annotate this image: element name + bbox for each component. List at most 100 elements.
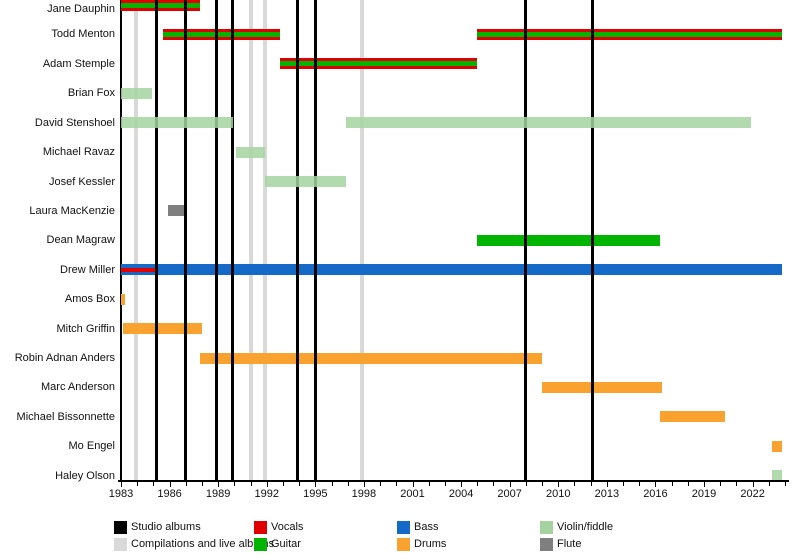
axis-tick <box>250 482 252 486</box>
legend-label: Compilations and live albums <box>131 537 275 550</box>
legend-label: Violin/fiddle <box>557 521 614 533</box>
legend-swatch-studio <box>114 521 127 534</box>
member-bar <box>279 58 478 70</box>
axis-tick <box>380 482 382 486</box>
bar-stripe-guitar <box>121 2 201 8</box>
axis-tick <box>477 482 479 486</box>
y-axis-line <box>120 0 122 480</box>
axis-tick <box>623 482 625 486</box>
axis-tick <box>785 482 786 486</box>
axis-tick <box>542 482 544 486</box>
legend-label: Vocals <box>271 521 304 533</box>
legend-label: Studio albums <box>131 521 201 533</box>
bar-stripe-guitar <box>163 31 280 37</box>
bar-stripe-vocals <box>477 28 782 32</box>
member-bar <box>121 293 126 305</box>
x-axis-line <box>118 480 789 482</box>
axis-tick <box>768 482 770 486</box>
member-label: Drew Miller <box>60 263 115 276</box>
member-bar <box>477 28 782 40</box>
legend-swatch-compilations <box>114 537 127 551</box>
axis-tick <box>606 482 608 487</box>
member-bar <box>121 117 233 129</box>
bar-stripe-vocals <box>163 28 280 32</box>
studio-album-line <box>155 0 159 480</box>
member-bar <box>477 234 661 246</box>
bar-stripe-guitar <box>279 61 478 67</box>
axis-tick <box>282 482 284 486</box>
axis-tick <box>558 482 560 487</box>
member-label: Michael Bissonnette <box>16 410 115 423</box>
axis-tick <box>153 482 155 486</box>
member-label: Todd Menton <box>51 28 115 41</box>
compilation-line <box>133 0 138 480</box>
member-label: Michael Ravaz <box>42 146 115 159</box>
axis-year-label: 1995 <box>303 488 328 500</box>
member-label: Josef Kessler <box>48 175 115 188</box>
axis-tick <box>412 482 414 487</box>
studio-album-line <box>313 0 317 480</box>
axis-tick <box>671 482 673 486</box>
studio-album-line <box>590 0 594 480</box>
legend-swatch-guitar <box>254 537 267 551</box>
axis-year-label: 1992 <box>254 488 279 500</box>
member-label: Marc Anderson <box>41 381 115 394</box>
axis-tick <box>185 482 187 486</box>
legend-label: Guitar <box>271 537 301 550</box>
legend-swatch-drums <box>397 537 410 551</box>
member-label: Jane Dauphin <box>47 3 115 15</box>
axis-tick <box>720 482 722 486</box>
axis-tick <box>121 482 122 487</box>
member-label: Mo Engel <box>68 440 115 453</box>
studio-album-line <box>215 0 219 480</box>
axis-tick <box>444 482 446 486</box>
bar-stripe-vocals <box>279 58 478 62</box>
axis-tick <box>137 482 139 486</box>
member-label: Brian Fox <box>67 87 115 100</box>
axis-tick <box>574 482 576 486</box>
axis-tick <box>461 482 463 487</box>
member-bar <box>542 381 662 393</box>
axis-tick <box>396 482 398 486</box>
axis-tick <box>704 482 706 487</box>
member-bar <box>123 323 202 335</box>
axis-tick <box>639 482 641 486</box>
axis-tick <box>493 482 495 486</box>
axis-year-label: 1986 <box>157 488 182 500</box>
axis-tick <box>234 482 236 486</box>
member-bar <box>265 176 347 188</box>
studio-album-line <box>231 0 235 480</box>
bar-stripe-vocals <box>121 7 201 11</box>
member-bar <box>121 264 782 276</box>
member-bar <box>167 205 186 217</box>
legend-label: Drums <box>414 537 447 550</box>
axis-tick <box>315 482 317 487</box>
bar-stripe-vocals <box>163 36 280 40</box>
bar-stripe-vocals <box>477 36 782 40</box>
axis-tick <box>752 482 754 487</box>
axis-year-label: 2007 <box>497 488 522 500</box>
member-label: Adam Stemple <box>42 57 115 70</box>
axis-tick <box>299 482 301 486</box>
axis-tick <box>363 482 365 487</box>
axis-tick <box>201 482 203 486</box>
axis-year-label: 2013 <box>594 488 620 500</box>
axis-tick <box>687 482 689 486</box>
axis-tick <box>590 482 592 486</box>
bar-stripe-vocals <box>279 66 478 70</box>
member-label: Mitch Griffin <box>56 322 115 335</box>
studio-album-line <box>184 0 188 480</box>
axis-tick <box>428 482 430 486</box>
legend-label: Flute <box>557 537 582 550</box>
legend-swatch-violin <box>540 521 553 534</box>
axis-tick <box>736 482 738 486</box>
member-label: Amos Box <box>64 293 115 306</box>
member-bar <box>121 87 152 99</box>
member-label: Laura MacKenzie <box>29 204 115 217</box>
axis-year-label: 2016 <box>643 488 668 500</box>
legend-swatch-flute <box>540 537 553 551</box>
member-label: Robin Adnan Anders <box>14 352 115 365</box>
member-bar <box>235 146 266 158</box>
member-bar <box>121 0 201 11</box>
